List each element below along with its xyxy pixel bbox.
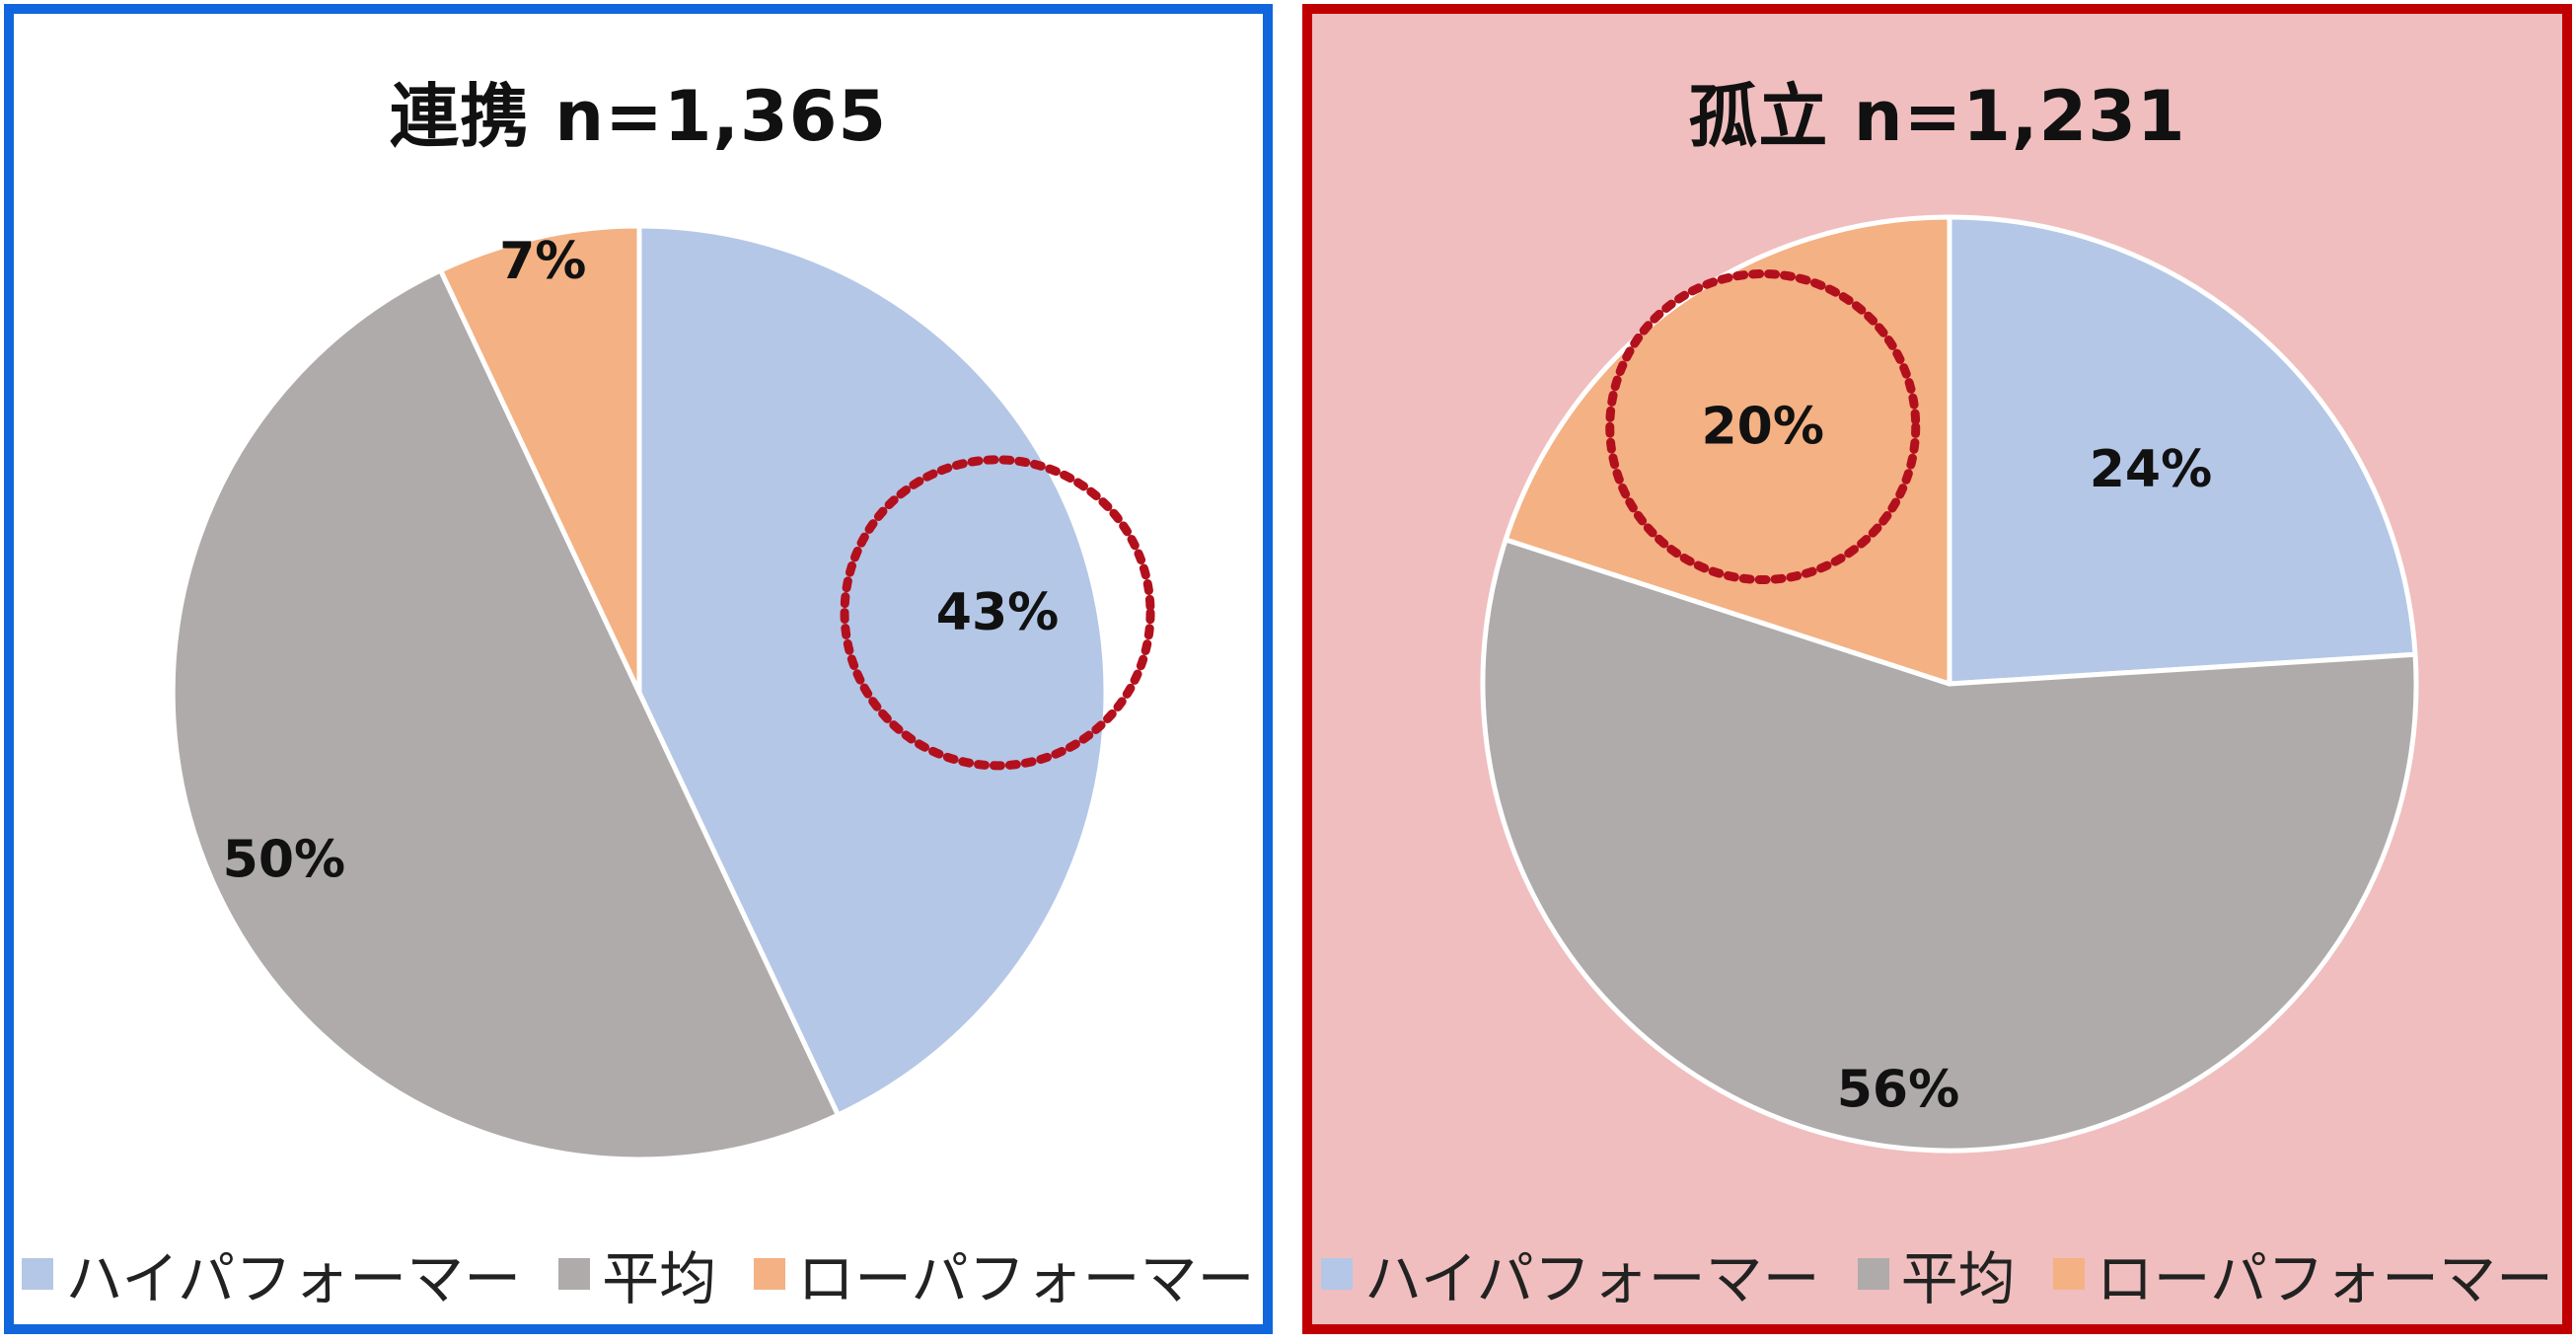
legend-item-avg: 平均 <box>558 1232 716 1315</box>
left-chart-title: 連携 n=1,365 <box>389 76 888 157</box>
legend-item-high: ハイパフォーマー <box>1320 1232 1820 1315</box>
right-pie-chart: 24% 56% 20% <box>1480 214 2419 1154</box>
legend-label-high: ハイパフォーマー <box>65 1245 522 1312</box>
left-chart-panel: 連携 n=1,365 43% 50% 7% ハイパフォーマー 平均 ローパフォーマー <box>4 4 1273 1334</box>
legend-label-low: ローパフォーマー <box>2096 1245 2554 1312</box>
legend-label-high: ハイパフォーマー <box>1363 1245 1820 1312</box>
legend-label-avg: 平均 <box>602 1245 717 1312</box>
pie-slice-low <box>438 223 642 696</box>
pie-slice-avg <box>1480 537 2419 1154</box>
slice-label-low: 7% <box>499 232 586 291</box>
legend-label-avg: 平均 <box>1900 1245 2016 1312</box>
legend-item-avg: 平均 <box>1857 1232 2016 1315</box>
legend-swatch-avg <box>1857 1258 1889 1290</box>
right-chart-title: 孤立 n=1,231 <box>1688 76 2186 157</box>
slice-label-high: 24% <box>2090 440 2212 499</box>
highlight-circle <box>840 455 1155 771</box>
pie-slice-avg <box>171 267 841 1161</box>
legend-swatch-high <box>1320 1258 1353 1290</box>
slice-label-high: 43% <box>936 583 1059 642</box>
legend-item-low: ローパフォーマー <box>754 1232 1255 1315</box>
pie-slice-high <box>1947 214 2418 687</box>
left-pie-chart: 43% 50% 7% <box>171 223 1155 1161</box>
legend-item-low: ローパフォーマー <box>2052 1232 2554 1315</box>
highlight-circle <box>1605 268 1921 584</box>
legend-swatch-low <box>754 1258 786 1290</box>
slice-label-avg: 50% <box>223 830 345 889</box>
pie-slice-high <box>636 223 1109 1118</box>
slice-label-avg: 56% <box>1837 1061 1959 1120</box>
left-legend: ハイパフォーマー 平均 ローパフォーマー <box>14 1230 1263 1318</box>
right-legend: ハイパフォーマー 平均 ローパフォーマー <box>1312 1230 2562 1318</box>
legend-swatch-low <box>2052 1258 2085 1290</box>
slice-label-low: 20% <box>1701 397 1823 456</box>
legend-swatch-high <box>22 1258 54 1290</box>
right-chart-panel: 孤立 n=1,231 24% 56% 20% ハイパフォーマー 平均 ローパフォーマ… <box>1302 4 2572 1334</box>
legend-item-high: ハイパフォーマー <box>22 1232 521 1315</box>
legend-label-low: ローパフォーマー <box>797 1245 1255 1312</box>
legend-swatch-avg <box>558 1258 591 1290</box>
